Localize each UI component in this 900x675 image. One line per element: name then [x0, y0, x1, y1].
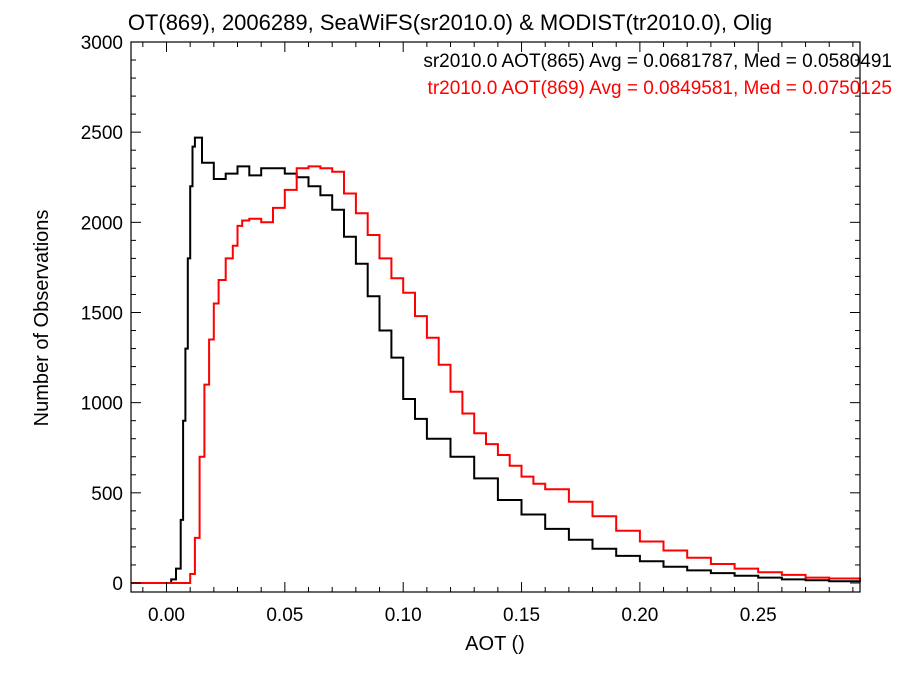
x-tick-label: 0.05	[266, 605, 303, 626]
legend-entry-sr2010: sr2010.0 AOT(865) Avg = 0.0681787, Med =…	[423, 51, 892, 72]
y-axis-ticks: 0 500 1000 1500 2000 2500 3000	[81, 33, 860, 595]
x-tick-label: 0.10	[385, 605, 422, 626]
x-tick-label: 0.25	[740, 605, 777, 626]
x-tick-label: 0.00	[148, 605, 185, 626]
x-axis-ticks: 0.00 0.05 0.10 0.15 0.20 0.25	[142, 42, 854, 626]
x-tick-label: 0.20	[621, 605, 658, 626]
x-tick-label: 0.15	[503, 605, 540, 626]
y-tick-label: 2000	[81, 213, 123, 234]
y-tick-label: 500	[91, 484, 123, 505]
x-axis-label: AOT ()	[465, 633, 525, 655]
chart-title: OT(869), 2006289, SeaWiFS(sr2010.0) & MO…	[128, 10, 772, 35]
y-tick-label: 3000	[81, 33, 123, 54]
y-tick-label: 0	[112, 574, 123, 595]
plot-frame	[130, 41, 861, 593]
legend-entry-tr2010: tr2010.0 AOT(869) Avg = 0.0849581, Med =…	[428, 78, 892, 99]
y-tick-label: 1500	[81, 303, 123, 324]
y-tick-label: 2500	[81, 123, 123, 144]
series-line-1	[131, 165, 861, 584]
series-line-0	[131, 136, 861, 584]
plot-series-group	[131, 136, 861, 584]
y-axis-label: Number of Observations	[31, 210, 53, 427]
y-tick-label: 1000	[81, 394, 123, 415]
